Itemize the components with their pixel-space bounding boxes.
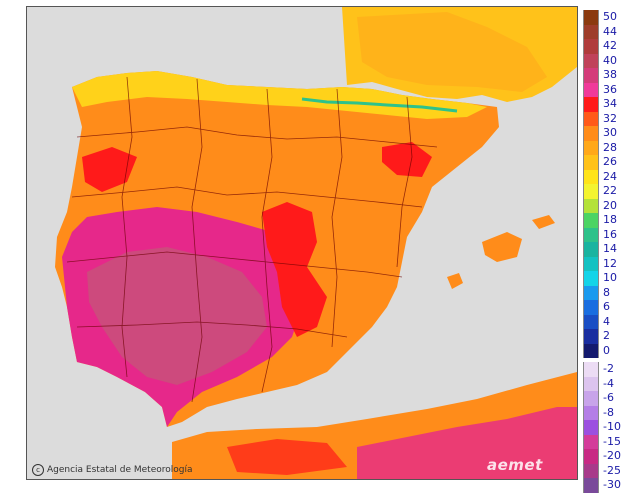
legend-swatch [583, 285, 599, 300]
legend-label: -10 [603, 420, 621, 433]
legend-swatch [583, 10, 599, 25]
legend-swatch [583, 227, 599, 242]
legend-swatch [583, 169, 599, 184]
legend-swatch [583, 300, 599, 315]
legend-swatch [583, 314, 599, 329]
legend-label: 22 [603, 184, 617, 197]
legend-label: 0 [603, 343, 610, 357]
north-yellow-band [72, 71, 487, 119]
legend-swatch [583, 271, 599, 286]
legend-label: 18 [603, 213, 617, 226]
legend-label: 30 [603, 126, 617, 139]
legend-label: 32 [603, 111, 617, 125]
credit-text: Agencia Estatal de Meteorología [47, 465, 193, 475]
north-africa-heat [357, 407, 577, 479]
west-heat-core [87, 247, 267, 385]
legend-label: -2 [603, 362, 614, 375]
central-red-patch [262, 202, 327, 337]
legend-label: 44 [603, 24, 617, 38]
north-africa-red [227, 439, 347, 475]
temperature-legend: 50 44 42 40 38 36 34 32 30 28 26 24 22 20 18 16 14 12 10 8 6… [583, 10, 630, 493]
mallorca-island [482, 232, 522, 262]
legend-swatch [583, 420, 599, 435]
legend-label: 6 [603, 300, 610, 313]
legend-label: 42 [603, 39, 617, 52]
agency-credit: c Agencia Estatal de Meteorología [32, 464, 193, 476]
legend-label: -15 [603, 434, 621, 448]
legend-swatch [583, 68, 599, 83]
legend-label: 4 [603, 314, 610, 328]
temperature-map [26, 6, 578, 480]
legend-swatch [583, 463, 599, 478]
legend-label: 36 [603, 82, 617, 96]
aemet-logo: aemet [487, 456, 543, 474]
menorca-island [532, 215, 555, 229]
legend-label: 12 [603, 256, 617, 270]
northwest-red-patch [82, 147, 137, 192]
legend-swatch [583, 97, 599, 112]
legend-swatch [583, 24, 599, 39]
legend-label: -6 [603, 391, 614, 404]
france-warm-patch [357, 12, 547, 92]
legend-label: 8 [603, 285, 610, 299]
legend-swatch [583, 343, 599, 358]
legend-label: -4 [603, 376, 614, 390]
legend-label: -30 [603, 478, 621, 491]
legend-label: 34 [603, 97, 617, 110]
legend-swatch [583, 184, 599, 199]
legend-swatch [583, 140, 599, 155]
legend-label: 28 [603, 140, 617, 154]
legend-label: -8 [603, 405, 614, 419]
legend-swatch [583, 155, 599, 170]
legend-swatch [583, 391, 599, 406]
map-canvas [27, 7, 577, 479]
legend-label: 38 [603, 68, 617, 81]
legend-label: 10 [603, 271, 617, 284]
province-borders [66, 76, 438, 403]
legend-label: 40 [603, 53, 617, 67]
legend-swatch [583, 213, 599, 228]
legend-swatch [583, 376, 599, 391]
legend-swatch [583, 449, 599, 464]
ebro-red-patch [382, 142, 432, 177]
pyrenees-green-line [301, 97, 458, 113]
ibiza-island [447, 273, 463, 289]
legend-swatch [583, 242, 599, 257]
legend-swatch [583, 82, 599, 97]
legend-label: 16 [603, 227, 617, 241]
copyright-icon: c [32, 464, 44, 476]
legend-swatch [583, 256, 599, 271]
legend-swatch [583, 434, 599, 449]
legend-swatch [583, 329, 599, 344]
legend-label: 14 [603, 242, 617, 255]
legend-swatch [583, 478, 599, 493]
legend-swatch [583, 53, 599, 68]
legend-swatch [583, 198, 599, 213]
legend-label: 26 [603, 155, 617, 168]
legend-swatch [583, 126, 599, 141]
legend-swatch [583, 111, 599, 126]
legend-label: -20 [603, 449, 621, 462]
legend-label: -25 [603, 463, 621, 477]
legend-label: 24 [603, 169, 617, 183]
legend-swatch [583, 362, 599, 377]
legend-swatch [583, 39, 599, 54]
legend-swatch [583, 405, 599, 420]
legend-label: 2 [603, 329, 610, 342]
legend-label: 20 [603, 198, 617, 212]
legend-label: 50 [603, 10, 617, 23]
